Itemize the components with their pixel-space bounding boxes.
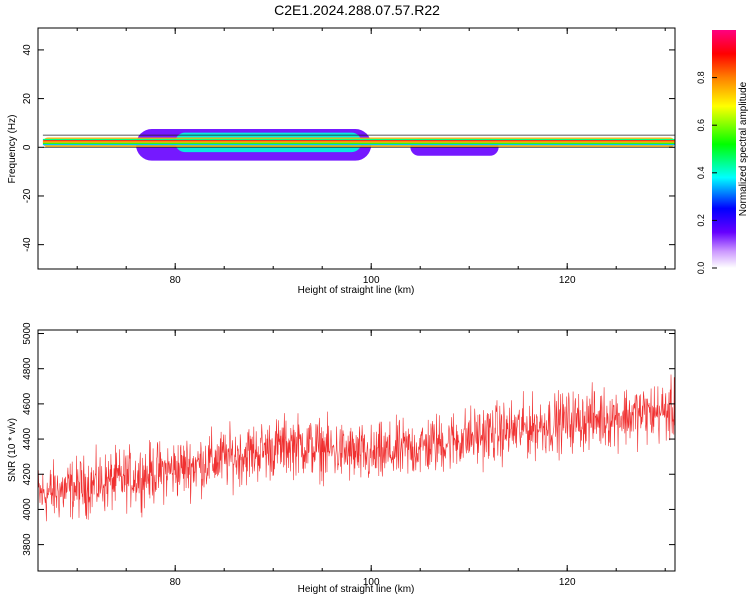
spectrogram-panel: 80 100 120 -40 -20 0 20 40 Height of straight … [7, 27, 676, 296]
spectrogram-x-tick-label: 100 [363, 275, 380, 286]
colorbar-tick-label: 0.6 [696, 119, 706, 132]
spectrogram-y-tick-label: -20 [22, 188, 33, 203]
spectrogram-y-tick-label: 0 [22, 144, 33, 150]
snr-series-line [38, 374, 675, 522]
spectrogram-y-ticks: -40 -20 0 20 40 [22, 44, 675, 252]
spectrogram-x-tick-label: 80 [170, 275, 182, 286]
snr-y-ticks: 3800 4000 4200 4400 4600 4800 5000 [22, 322, 675, 556]
colorbar: 0.0 0.2 0.4 0.6 0.8 Normalized spectral ampl… [696, 30, 749, 274]
snr-y-tick-label: 4200 [22, 463, 33, 486]
snr-y-tick-label: 4400 [22, 428, 33, 451]
spectrogram-y-tick-label: -40 [22, 237, 33, 252]
colorbar-scale [712, 30, 736, 268]
colorbar-tick-label: 0.0 [696, 262, 706, 275]
snr-y-label: SNR (10 * v/v) [7, 418, 18, 482]
spectrogram-x-ticks: 80 100 120 [76, 28, 666, 286]
spectrogram-x-tick-label: 120 [559, 275, 576, 286]
snr-panel: 80 100 120 3800 4000 4200 4400 4600 4800 5000 He… [7, 322, 676, 595]
snr-x-tick-label: 100 [363, 577, 380, 588]
colorbar-tick-label: 0.8 [696, 71, 706, 84]
snr-x-ticks: 80 100 120 [76, 330, 666, 588]
spectrogram-x-label: Height of straight line (km) [298, 285, 415, 296]
spectrogram-y-label: Frequency (Hz) [7, 115, 18, 184]
snr-y-tick-label: 5000 [22, 322, 33, 345]
snr-y-tick-label: 4800 [22, 357, 33, 380]
snr-y-tick-label: 4600 [22, 392, 33, 415]
snr-y-tick-label: 4000 [22, 498, 33, 521]
spectrogram-y-tick-label: 20 [22, 93, 33, 105]
colorbar-ticks: 0.0 0.2 0.4 0.6 0.8 [696, 71, 717, 274]
chart-title: C2E1.2024.288.07.57.R22 [274, 2, 440, 18]
spectrogram-frame [37, 27, 676, 270]
spectrogram-bands [42, 129, 675, 161]
snr-x-tick-label: 80 [170, 577, 182, 588]
colorbar-label: Normalized spectral amplitude [738, 81, 749, 216]
snr-y-tick-label: 3800 [22, 533, 33, 556]
spectrogram-y-tick-label: 40 [22, 44, 33, 56]
colorbar-tick-label: 0.4 [696, 167, 706, 180]
snr-frame [37, 329, 676, 572]
snr-x-label: Height of straight line (km) [298, 584, 415, 595]
colorbar-tick-label: 0.2 [696, 214, 706, 227]
snr-x-tick-label: 120 [559, 577, 576, 588]
